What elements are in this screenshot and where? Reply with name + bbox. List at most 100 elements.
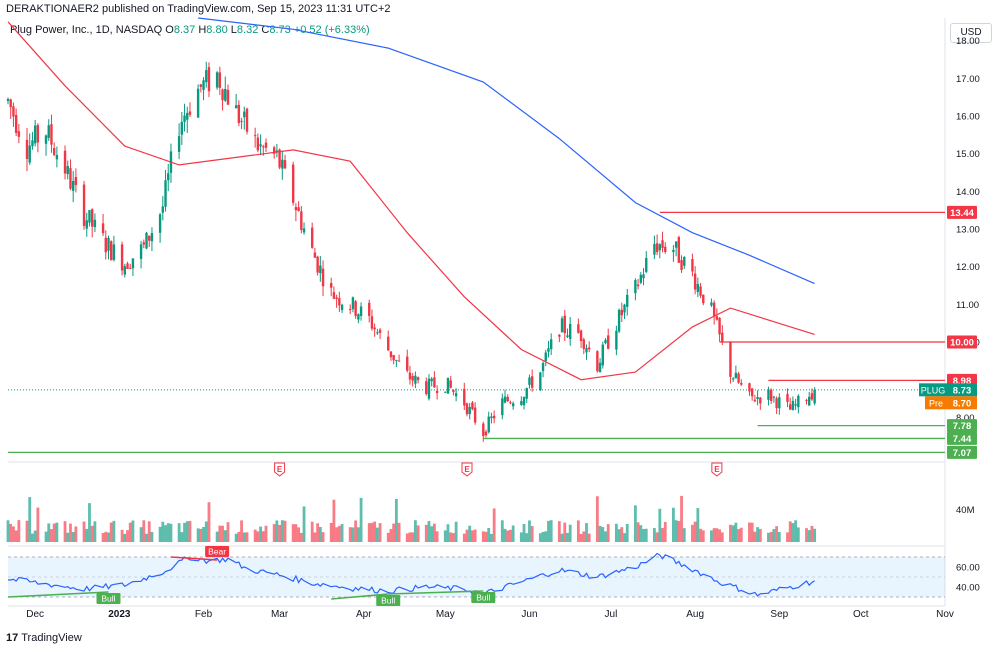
volume-bar	[316, 523, 320, 542]
candle-body	[253, 135, 257, 137]
volume-bar	[234, 533, 238, 542]
candle-body	[563, 315, 566, 334]
level-badge-label: 13.44	[950, 208, 974, 219]
candle-body	[161, 206, 165, 213]
candle-body	[237, 104, 241, 124]
volume-bar	[253, 529, 257, 542]
volume-bar	[731, 525, 735, 542]
candle-body	[131, 258, 135, 269]
volume-bar	[756, 527, 759, 542]
candle-body	[50, 124, 53, 145]
candle-body	[791, 400, 795, 411]
candle-body	[623, 304, 626, 313]
volume-bar	[112, 520, 116, 542]
candle-body	[297, 207, 300, 212]
volume-bar	[392, 523, 396, 542]
candle-body	[672, 249, 675, 253]
volume-bar	[661, 527, 664, 542]
open-value: 8.37	[173, 24, 196, 36]
candle-body	[33, 125, 37, 144]
volume-bar	[525, 533, 529, 542]
candle-body	[12, 106, 15, 117]
volume-bar	[278, 524, 281, 542]
candle-body	[110, 241, 113, 261]
volume-bar	[680, 495, 683, 542]
volume-bar	[794, 520, 798, 542]
volume-bar	[351, 527, 355, 542]
candle-body	[199, 84, 203, 87]
volume-bar	[221, 525, 224, 542]
candle-body	[354, 301, 357, 316]
volume-bar	[563, 522, 567, 542]
candle-body	[674, 241, 678, 248]
candle-body	[196, 88, 200, 118]
volume-bar	[196, 528, 200, 542]
volume-bar	[430, 526, 434, 542]
volume-bar	[506, 530, 510, 542]
volume-bar	[359, 497, 363, 542]
level-badge-label: 10.00	[950, 337, 974, 348]
volume-bar	[805, 528, 808, 542]
volume-bar	[145, 533, 148, 542]
candle-body	[411, 375, 414, 381]
volume-bar	[739, 527, 743, 542]
candle-body	[370, 316, 374, 329]
candle-body	[549, 339, 553, 350]
divergence-badge	[471, 592, 496, 603]
volume-bar	[378, 523, 382, 542]
candle-body	[433, 377, 436, 388]
volume-bar	[329, 522, 333, 542]
volume-bar	[120, 529, 124, 542]
candle-body	[145, 232, 148, 249]
candle-body	[319, 265, 322, 274]
candle-body	[525, 388, 528, 399]
candle-body	[44, 135, 48, 144]
candle-body	[452, 390, 455, 392]
volume-bar	[50, 529, 53, 542]
volume-bar	[52, 523, 56, 542]
candle-body	[435, 390, 439, 394]
low-value: 8.32	[236, 24, 259, 36]
volume-bar	[511, 525, 515, 542]
volume-bar	[183, 522, 186, 542]
close-label: C	[261, 24, 270, 36]
price-badge-label: PLUG	[921, 385, 946, 395]
volume-bar	[639, 525, 643, 542]
candle-body	[25, 139, 29, 159]
volume-bar	[321, 532, 325, 542]
divergence-label: Bear	[208, 547, 226, 557]
level-badge	[947, 445, 977, 459]
x-tick-label: Feb	[195, 609, 213, 620]
candle-body	[506, 396, 509, 402]
volume-bar	[215, 531, 219, 542]
volume-bar	[791, 523, 795, 542]
candle-body	[389, 351, 393, 358]
volume-bar	[71, 531, 75, 542]
volume-bar	[226, 522, 230, 542]
candle-body	[52, 148, 56, 156]
candle-body	[275, 150, 279, 152]
candle-body	[245, 108, 249, 132]
candle-body	[406, 356, 409, 371]
candle-body	[530, 376, 534, 388]
currency-selector[interactable]: USD	[950, 23, 992, 43]
volume-bar	[767, 532, 770, 542]
volume-bar	[598, 525, 602, 542]
candle-body	[397, 360, 401, 362]
volume-bar	[386, 532, 390, 542]
candle-body	[463, 388, 466, 406]
candle-body	[427, 378, 431, 399]
volume-bar	[394, 498, 398, 542]
candle-body	[544, 352, 547, 361]
candle-body	[805, 399, 808, 401]
volume-bar	[354, 520, 358, 542]
x-tick-label: Apr	[356, 609, 372, 620]
y-tick-label: 15.00	[956, 149, 980, 160]
candle-body	[90, 209, 94, 227]
level-badge-label: 7.44	[953, 434, 972, 445]
candle-body	[63, 150, 67, 174]
volume-bar	[101, 533, 105, 542]
volume-bar	[126, 530, 129, 542]
high-value: 8.80	[206, 24, 228, 36]
